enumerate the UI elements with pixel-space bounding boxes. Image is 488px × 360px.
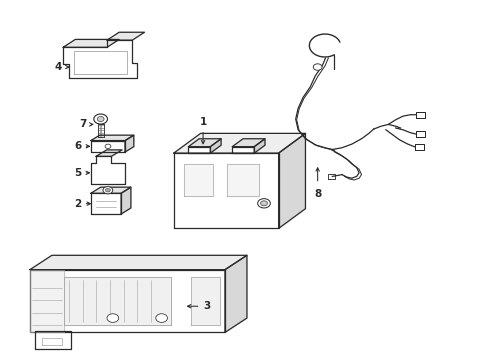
Circle shape [313,64,322,70]
Polygon shape [125,135,134,152]
Polygon shape [224,255,246,332]
Circle shape [97,117,104,122]
Polygon shape [91,187,131,193]
Polygon shape [188,139,221,147]
Polygon shape [173,134,305,153]
Text: 3: 3 [203,301,210,311]
Polygon shape [121,187,131,214]
Polygon shape [91,140,125,152]
Polygon shape [278,134,305,228]
Text: 7: 7 [79,120,86,129]
Text: 4: 4 [55,62,62,72]
Polygon shape [107,32,144,40]
Polygon shape [35,331,71,348]
Text: 1: 1 [199,117,206,127]
Polygon shape [96,150,122,156]
Circle shape [260,201,267,206]
Polygon shape [254,139,264,153]
Polygon shape [63,40,119,47]
Polygon shape [91,193,121,214]
Polygon shape [190,277,220,325]
Circle shape [105,188,110,192]
Text: 2: 2 [74,199,81,209]
Polygon shape [227,164,259,196]
Circle shape [105,144,111,148]
Circle shape [257,199,270,208]
Polygon shape [188,147,210,153]
Polygon shape [415,112,424,118]
Circle shape [103,186,113,194]
Circle shape [94,114,107,124]
Polygon shape [328,174,334,179]
Polygon shape [91,156,125,184]
Text: 8: 8 [313,189,321,199]
Polygon shape [64,277,171,325]
Polygon shape [415,131,424,137]
Polygon shape [210,139,221,153]
Polygon shape [183,164,212,196]
Polygon shape [414,144,423,150]
Polygon shape [30,255,246,270]
Polygon shape [30,270,64,332]
Circle shape [156,314,167,322]
Polygon shape [232,147,254,153]
Polygon shape [91,135,134,140]
Circle shape [107,314,119,322]
Text: 6: 6 [74,141,81,151]
Polygon shape [232,139,264,147]
Polygon shape [63,40,137,78]
Polygon shape [173,153,278,228]
Text: 5: 5 [74,168,81,178]
Polygon shape [30,270,224,332]
